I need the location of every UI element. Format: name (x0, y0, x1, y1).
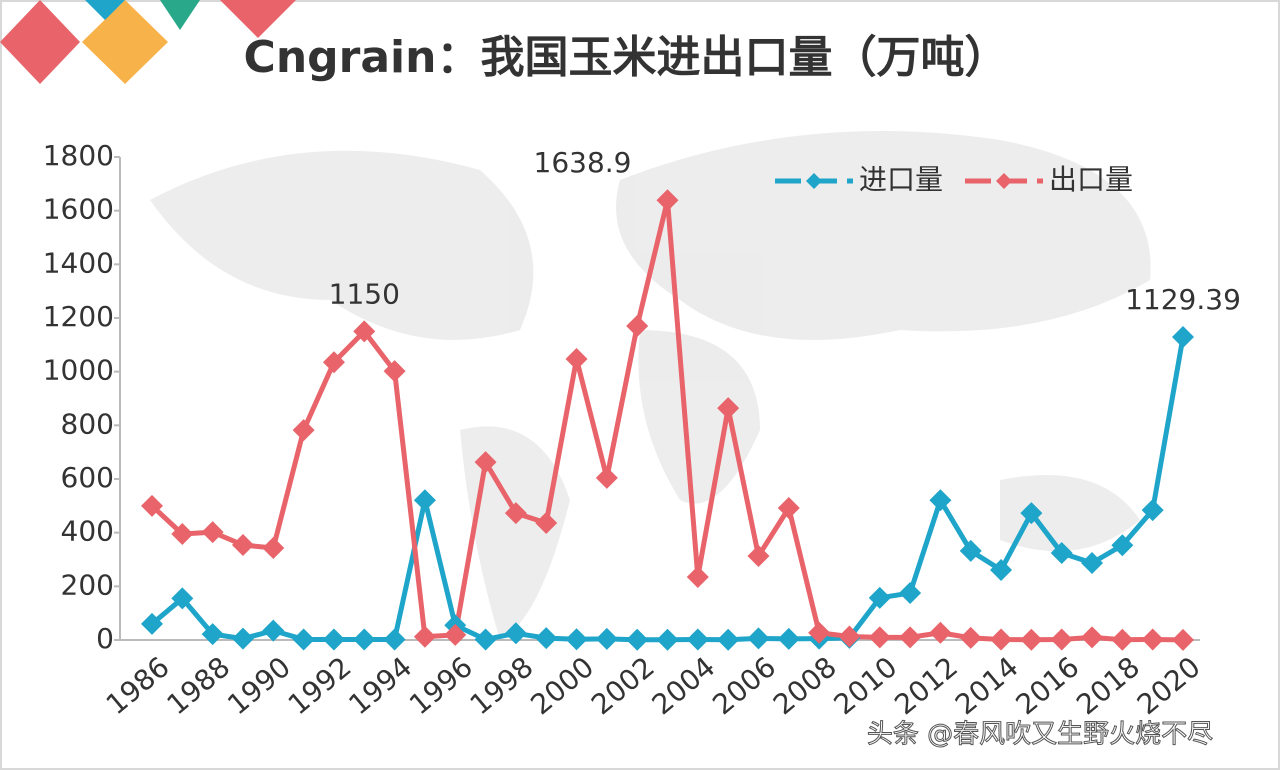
chart-title: Cngrain：我国玉米进出口量（万吨） (244, 32, 1009, 83)
marker (626, 628, 649, 651)
marker (565, 628, 588, 651)
y-tick-label: 1400 (43, 246, 114, 279)
marker (686, 628, 709, 651)
marker (535, 512, 558, 535)
marker (747, 545, 770, 568)
marker (747, 627, 770, 650)
marker (1050, 628, 1073, 651)
y-tick-label: 800 (61, 407, 114, 440)
y-tick-label: 1000 (43, 354, 114, 387)
data-label: 1638.9 (534, 146, 632, 179)
marker (899, 626, 922, 649)
marker (1020, 502, 1043, 525)
marker (1172, 628, 1194, 651)
marker (262, 619, 285, 642)
legend-marker (806, 173, 822, 189)
marker (686, 565, 709, 588)
marker (171, 587, 194, 610)
marker (929, 489, 952, 512)
marker (1020, 628, 1043, 651)
marker (201, 521, 224, 544)
marker (474, 451, 497, 474)
marker (413, 625, 436, 648)
marker (201, 623, 224, 646)
marker (231, 627, 254, 650)
marker (595, 466, 618, 489)
marker (1050, 542, 1073, 565)
marker (656, 628, 679, 651)
legend-marker (996, 173, 1012, 189)
marker (717, 397, 740, 420)
marker (1111, 628, 1134, 651)
marker (838, 625, 861, 648)
marker (262, 536, 285, 559)
marker (565, 348, 588, 371)
marker (1081, 626, 1104, 649)
y-tick-label: 200 (61, 568, 114, 601)
marker (504, 622, 527, 645)
marker (1081, 551, 1104, 574)
marker (808, 621, 831, 644)
marker (444, 623, 467, 646)
marker (777, 627, 800, 650)
marker (595, 627, 618, 650)
data-label: 1150 (329, 277, 400, 310)
marker (292, 419, 315, 442)
marker (1141, 628, 1164, 651)
marker (383, 360, 406, 383)
marker (535, 627, 558, 650)
marker (474, 628, 497, 651)
marker (656, 189, 679, 212)
marker (353, 320, 376, 343)
marker (899, 582, 922, 605)
marker (292, 628, 315, 651)
marker (868, 626, 891, 649)
marker (1172, 325, 1194, 348)
marker (413, 489, 436, 512)
marker (141, 612, 163, 635)
marker (171, 523, 194, 546)
marker (504, 502, 527, 525)
watermark: 头条 @春风吹又生野火烧不尽 (867, 720, 1213, 750)
marker (1141, 499, 1164, 522)
marker (626, 315, 649, 338)
y-tick-label: 1800 (43, 139, 114, 172)
marker (990, 558, 1013, 581)
marker (353, 628, 376, 651)
marker (322, 351, 345, 374)
marker (777, 496, 800, 519)
marker (322, 628, 345, 651)
marker (990, 628, 1013, 651)
y-tick-label: 400 (61, 515, 114, 548)
y-tick-label: 0 (96, 622, 114, 655)
y-tick-label: 600 (61, 461, 114, 494)
y-tick-label: 1600 (43, 193, 114, 226)
marker (959, 539, 982, 562)
marker (383, 628, 406, 651)
marker (959, 626, 982, 649)
marker (929, 621, 952, 644)
legend-label: 进口量 (859, 163, 943, 196)
legend-label: 出口量 (1049, 163, 1133, 196)
y-tick-label: 1200 (43, 300, 114, 333)
marker (868, 586, 891, 609)
marker (1111, 534, 1134, 557)
marker (717, 628, 740, 651)
marker (231, 534, 254, 557)
data-label: 1129.39 (1125, 283, 1241, 316)
decoration (0, 0, 296, 84)
marker (141, 494, 163, 517)
